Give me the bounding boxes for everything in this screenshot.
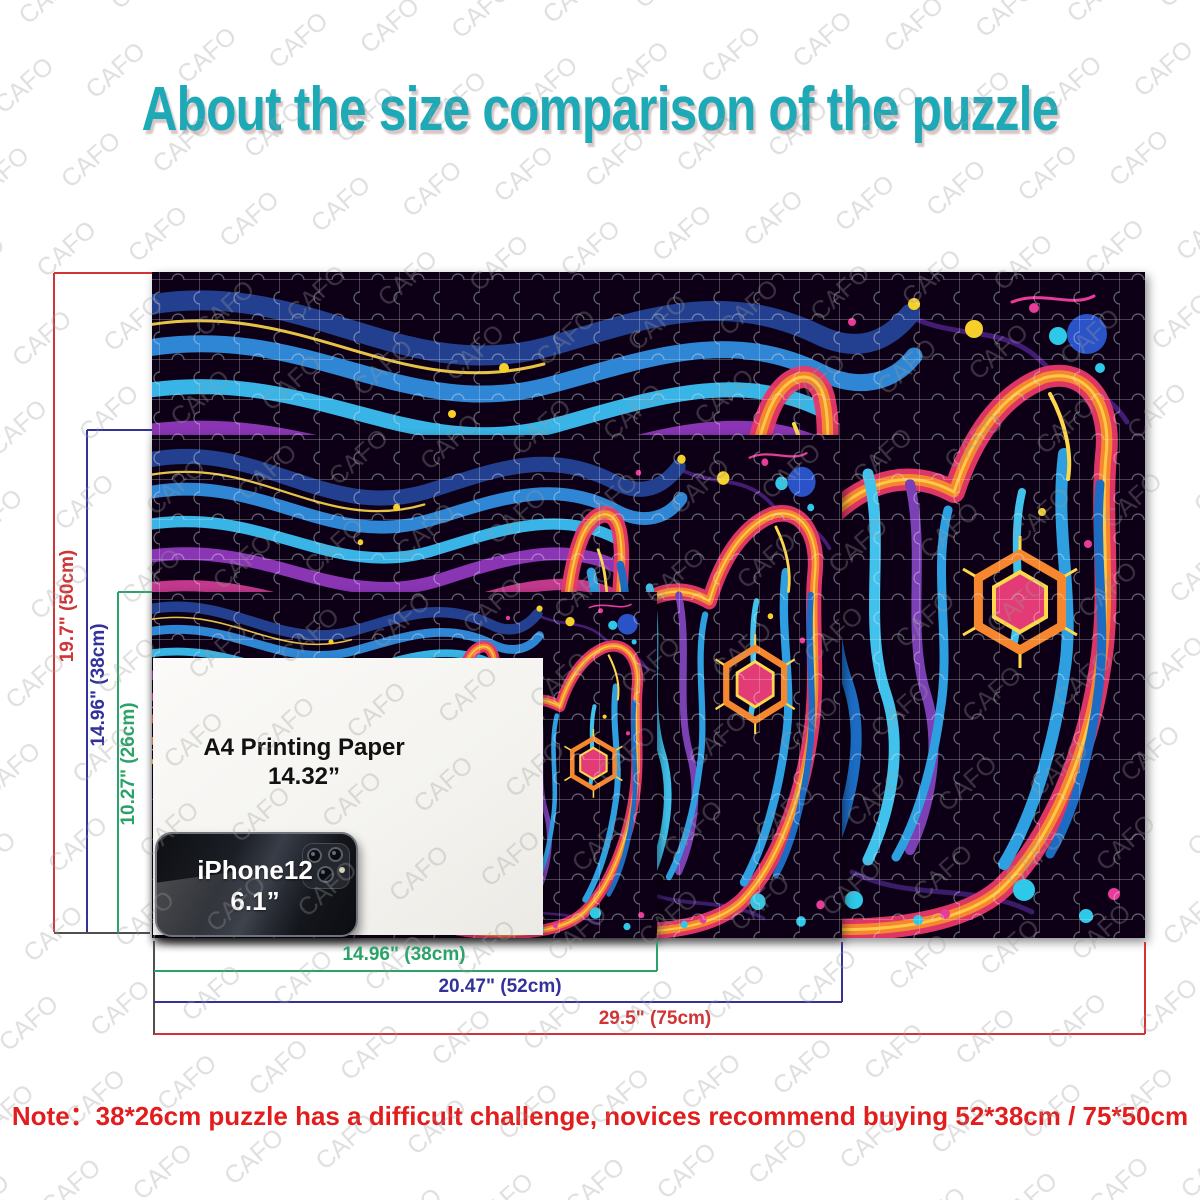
page-title: About the size comparison of the puzzle (141, 75, 1060, 144)
phone-model-label: iPhone12 (197, 855, 313, 885)
a4-paper-title: A4 Printing Paper (203, 734, 405, 761)
iphone-image: iPhone12 6.1” (155, 832, 358, 937)
camera-flash-icon (339, 867, 345, 873)
width-label-52cm: 20.47" (52cm) (438, 976, 562, 997)
height-label-50cm: 19.7" (50cm) (57, 549, 78, 663)
width-label-38cm: 14.96" (38cm) (342, 944, 466, 965)
height-label-26cm: 10.27" (26cm) (118, 702, 139, 826)
height-label-38cm: 14.96" (38cm) (88, 623, 109, 747)
a4-paper-size: 14.32” (267, 763, 341, 790)
difficulty-note: Note：38*26cm puzzle has a difficult chal… (11, 1101, 1189, 1131)
phone-size-label: 6.1” (230, 886, 280, 916)
a4-paper-label: A4 Printing Paper 14.32” (154, 733, 454, 791)
bracket-gray (54, 932, 155, 1035)
width-label-75cm: 29.5" (75cm) (598, 1008, 712, 1029)
